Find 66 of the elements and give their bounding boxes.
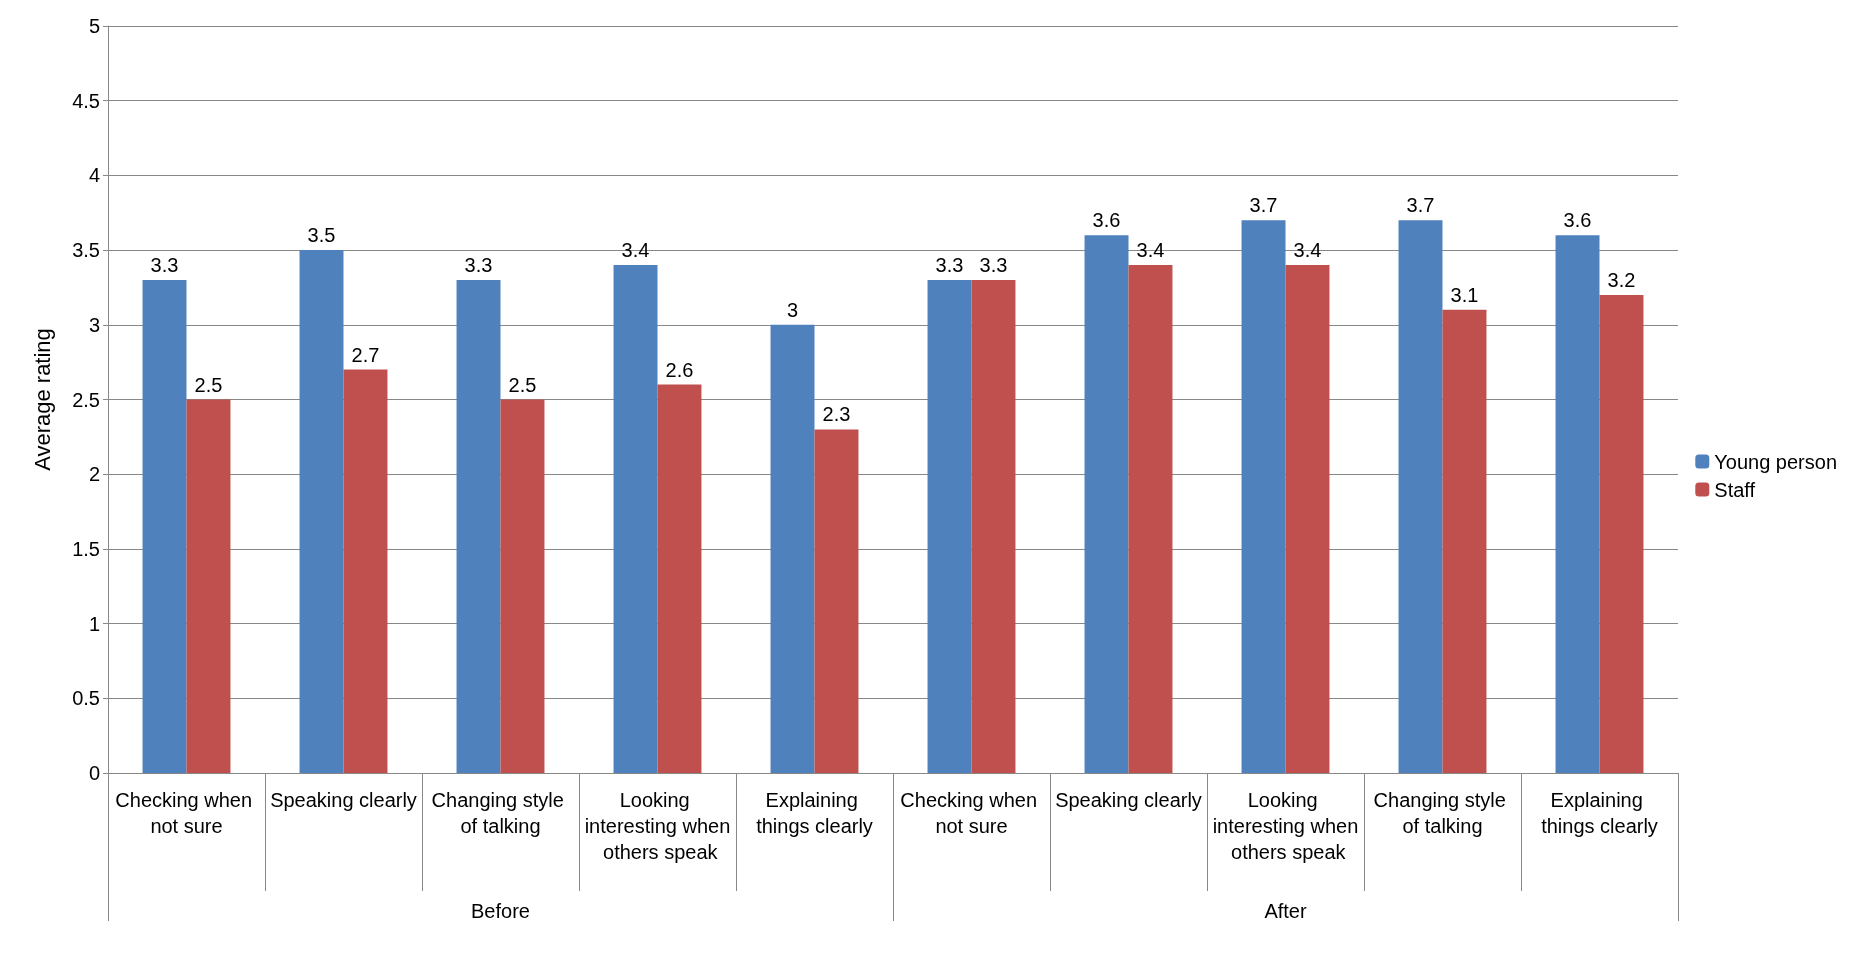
bar <box>971 279 1016 773</box>
bar <box>1398 220 1443 773</box>
y-tick-label: 2 <box>88 463 100 486</box>
x-tick-label: Explaining things clearly <box>1541 789 1658 837</box>
x-tick-label: Changing style of talking <box>1373 789 1512 837</box>
data-label: 2.5 <box>194 373 223 396</box>
bar <box>1241 220 1286 773</box>
bar <box>299 250 344 773</box>
data-label: 3.4 <box>1136 239 1165 262</box>
data-label: 3 <box>786 298 799 321</box>
bar <box>1555 235 1600 773</box>
x-tick-label: Checking when not sure <box>900 789 1043 837</box>
data-label: 3.6 <box>1563 209 1592 232</box>
x-tick-label: Looking interesting when others speak <box>584 789 731 863</box>
data-label: 3.3 <box>979 253 1008 276</box>
data-label: 3.4 <box>1293 239 1322 262</box>
y-tick-label: 1 <box>88 612 100 635</box>
data-label: 3.5 <box>307 224 336 247</box>
x-tick-label: Looking interesting when others speak <box>1212 789 1359 863</box>
y-tick-label: 4.5 <box>72 89 100 112</box>
y-tick-label: 3.5 <box>72 239 100 262</box>
data-label: 3.3 <box>464 253 493 276</box>
data-label: 2.3 <box>822 403 851 426</box>
x-tick-label: Explaining things clearly <box>756 789 873 837</box>
y-tick-label: 0.5 <box>72 687 100 710</box>
bar <box>1128 265 1173 773</box>
bar <box>343 369 388 773</box>
y-tick-label: 4 <box>88 164 100 187</box>
bar <box>1084 235 1129 773</box>
x-tick-label: Speaking clearly <box>1055 789 1202 811</box>
data-label: 2.7 <box>351 343 380 366</box>
bar <box>456 279 501 773</box>
legend-label: Young person <box>1714 450 1838 473</box>
y-tick-label: 2.5 <box>72 388 100 411</box>
bar <box>186 399 231 773</box>
y-tick-label: 1.5 <box>72 537 100 560</box>
bar <box>927 279 972 773</box>
text: After <box>1264 900 1307 922</box>
legend-label: Staff <box>1714 478 1756 501</box>
y-tick-label: 5 <box>88 15 100 37</box>
bar <box>613 265 658 773</box>
data-label: 2.5 <box>508 373 537 396</box>
data-label: 2.6 <box>665 358 694 381</box>
x-tick-label: Speaking clearly <box>270 789 417 811</box>
bar <box>814 429 859 773</box>
data-label: 3.1 <box>1450 283 1479 306</box>
bar <box>770 324 815 773</box>
data-label: 3.4 <box>621 239 650 262</box>
y-tick-label: 0 <box>88 762 100 784</box>
data-label: 3.3 <box>935 253 964 276</box>
bar <box>657 384 702 773</box>
data-label: 3.2 <box>1607 268 1636 291</box>
bar <box>1285 265 1330 773</box>
bar <box>500 399 545 773</box>
bar <box>142 279 187 773</box>
data-label: 3.7 <box>1406 194 1435 217</box>
bar <box>1442 309 1487 773</box>
y-axis-title: Average rating <box>29 328 55 471</box>
text: Before <box>471 900 530 922</box>
data-label: 3.6 <box>1092 209 1121 232</box>
y-tick-label: 3 <box>88 313 100 336</box>
x-tick-label: Checking when not sure <box>115 789 258 837</box>
x-tick-label: Changing style of talking <box>431 789 570 837</box>
bar <box>1599 294 1644 773</box>
data-label: 3.7 <box>1249 194 1278 217</box>
data-label: 3.3 <box>150 253 179 276</box>
